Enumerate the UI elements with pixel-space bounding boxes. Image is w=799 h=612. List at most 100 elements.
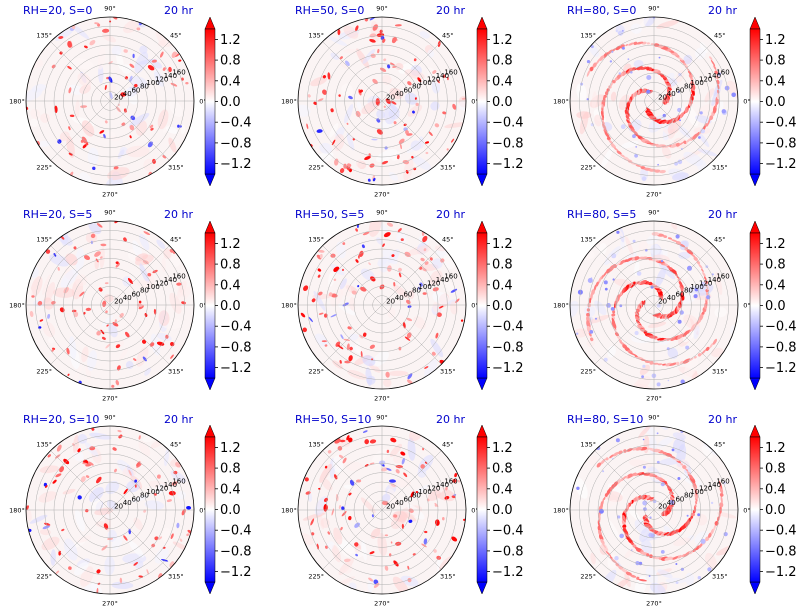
field-blob: [96, 223, 103, 228]
field-blob: [713, 524, 717, 531]
field-blob: [698, 263, 703, 269]
field-blob: [688, 357, 694, 362]
field-patch: [684, 358, 699, 378]
field-patch: [396, 232, 407, 244]
field-patch: [64, 538, 78, 561]
field-blob: [119, 312, 124, 318]
angular-gridline: [322, 509, 383, 570]
field-blob: [605, 457, 609, 461]
panel-time-label: 20 hr: [164, 413, 193, 426]
field-blob: [398, 138, 405, 145]
field-blob: [711, 273, 714, 276]
field-patch: [639, 364, 650, 376]
polar-frame: [297, 16, 467, 186]
field-patch: [638, 426, 652, 439]
field-blob: [147, 65, 155, 71]
field-blob: [405, 130, 409, 135]
field-blob: [185, 81, 189, 85]
field-patch: [407, 437, 416, 461]
angular-gridline: [653, 245, 714, 306]
colorbar-tick-label: 1.2: [220, 237, 241, 252]
field-blob: [361, 244, 365, 249]
field-patch: [339, 60, 350, 69]
field-blob: [133, 358, 137, 361]
field-blob: [383, 232, 391, 238]
field-blob: [688, 73, 693, 79]
field-blob: [603, 496, 606, 500]
colorbar-tick-label: −0.8: [492, 136, 524, 151]
field-patch: [370, 527, 381, 539]
field-patch: [150, 333, 161, 356]
angle-tick-label: 90°: [104, 209, 116, 217]
field-blob: [400, 451, 406, 456]
colorbar-extend-min: [476, 173, 488, 187]
colorbar-tick-label: −1.2: [220, 565, 252, 580]
field-patch: [371, 269, 384, 277]
field-blob: [432, 70, 437, 74]
field-blob: [355, 110, 361, 118]
field-blob: [612, 310, 616, 314]
radial-tick-label: 120: [155, 485, 168, 493]
field-blob: [595, 317, 597, 320]
field-blob: [685, 345, 690, 350]
field-patch: [670, 221, 678, 230]
field-blob: [677, 477, 681, 480]
field-patch: [49, 254, 70, 267]
field-blob: [344, 558, 351, 563]
field-blob: [625, 571, 632, 576]
colorbar-gradient: [204, 232, 216, 379]
field-blob: [170, 341, 175, 347]
radial-tick-label: 160: [172, 272, 185, 280]
field-patch: [106, 82, 116, 93]
field-blob: [389, 479, 396, 483]
angle-tick-label: 270°: [102, 600, 118, 608]
colorbar-tick-label: 0.4: [765, 278, 786, 293]
colorbar-tick-label: 0.4: [765, 74, 786, 89]
field-blob: [649, 516, 652, 519]
field-blob: [595, 57, 601, 65]
colorbar: 1.2 0.8 0.4 0.0 −0.4 −0.8 −1.2: [204, 220, 252, 391]
field-patch: [678, 251, 691, 260]
field-blob: [438, 305, 444, 309]
field-blob: [310, 518, 315, 526]
field-blob: [136, 27, 141, 31]
radial-tick-label: 40: [123, 90, 132, 98]
radial-tick-label: 120: [427, 280, 440, 288]
field-patch: [661, 145, 672, 159]
field-blob: [707, 567, 712, 572]
colorbar-extend-min: [749, 377, 761, 391]
field-blob: [702, 271, 706, 277]
field-patch: [427, 490, 441, 502]
colorbar-tick-label: 1.2: [220, 441, 241, 456]
field-blob: [605, 551, 612, 557]
field-blob: [371, 138, 378, 141]
panel-title: RH=80, S=10: [567, 413, 643, 426]
radial-tick-label: 140: [164, 72, 177, 80]
field-blob: [671, 448, 675, 452]
field-patch: [328, 36, 348, 47]
field-blob: [101, 336, 106, 340]
radial-tick-label: 80: [684, 287, 693, 295]
field-patch: [162, 527, 173, 547]
angle-tick-label: 45°: [714, 236, 726, 244]
field-blob: [111, 384, 115, 388]
field-patch: [42, 297, 54, 310]
field-patch: [665, 577, 686, 584]
field-blob: [611, 320, 617, 329]
angle-tick-label: 90°: [376, 414, 388, 422]
radial-tick-label: 40: [667, 499, 676, 507]
field-patch: [648, 157, 669, 169]
field-patch: [601, 147, 613, 168]
field-patch: [30, 118, 39, 128]
field-blob: [576, 332, 579, 335]
field-blob: [51, 64, 56, 69]
field-blob: [400, 143, 402, 150]
field-blob: [675, 142, 681, 147]
field-blob: [412, 110, 415, 114]
field-blob: [451, 138, 455, 143]
radial-tick-label: 60: [131, 290, 140, 298]
field-blob: [84, 45, 88, 49]
field-blob: [383, 105, 386, 108]
field-blob: [380, 67, 387, 72]
colorbar-tick-label: −1.2: [765, 565, 797, 580]
